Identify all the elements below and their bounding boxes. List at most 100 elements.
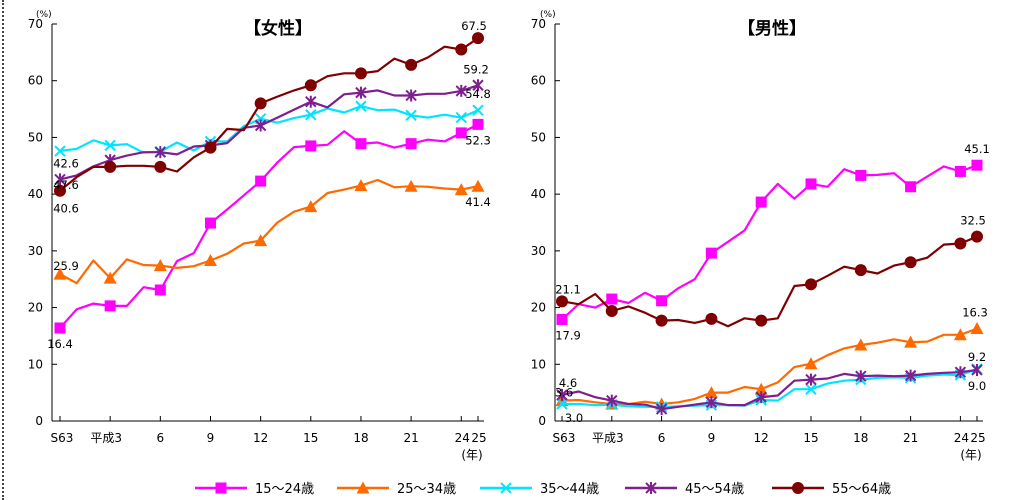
data-point xyxy=(54,173,66,186)
legend-item xyxy=(772,482,824,494)
x-tick-label: 21 xyxy=(403,431,418,445)
data-point xyxy=(755,196,767,208)
series-line xyxy=(59,123,479,329)
series-45～54歳 xyxy=(556,363,983,416)
data-point xyxy=(254,119,267,132)
data-point xyxy=(905,181,917,193)
legend-label: 15～24歳 xyxy=(255,482,314,497)
legend-marker xyxy=(215,482,227,494)
data-point xyxy=(355,138,367,150)
data-point xyxy=(203,253,217,266)
legend-label: 35～44歳 xyxy=(540,482,599,497)
female-chart xyxy=(51,23,485,422)
data-point xyxy=(454,183,468,196)
x-tick-label: 6 xyxy=(658,431,666,445)
left-dotted-border xyxy=(2,0,4,500)
data-point xyxy=(355,100,367,112)
data-point xyxy=(755,314,768,327)
x-tick-label: 18 xyxy=(853,431,868,445)
data-point xyxy=(805,383,817,395)
legend-label: 55～64歳 xyxy=(832,482,891,497)
data-point xyxy=(354,179,368,192)
data-point xyxy=(705,247,717,259)
legend-marker xyxy=(792,482,804,494)
x-tick-label: 6 xyxy=(156,431,164,445)
data-point xyxy=(54,184,66,197)
series-line xyxy=(561,235,978,328)
y-tick-label: 40 xyxy=(531,187,546,201)
data-point xyxy=(556,388,568,401)
x-tick-label: 15 xyxy=(803,431,818,445)
data-point xyxy=(405,58,418,71)
data-point xyxy=(154,284,166,296)
data-point xyxy=(805,373,817,386)
x-tick-label: 25 xyxy=(970,431,985,445)
series-35～44歳 xyxy=(54,100,484,158)
x-tick-label: 平成3 xyxy=(592,431,624,445)
data-label: 21.1 xyxy=(555,282,581,296)
data-point xyxy=(304,200,318,213)
data-label: 3.6 xyxy=(555,386,573,400)
data-point xyxy=(472,32,484,45)
y-tick-label: 50 xyxy=(28,130,43,144)
series-line xyxy=(561,368,978,411)
data-label: 3.0 xyxy=(565,411,583,425)
data-point xyxy=(103,271,117,284)
data-point xyxy=(904,369,917,382)
legend-label: 25～34歳 xyxy=(397,482,456,497)
data-point xyxy=(455,43,468,56)
data-point xyxy=(656,295,668,307)
data-label: 42.6 xyxy=(53,156,79,170)
y-tick-label: 70 xyxy=(28,17,43,31)
legend xyxy=(195,481,824,494)
data-point xyxy=(204,217,216,229)
y-tick-label: 0 xyxy=(35,414,43,428)
series-55～64歳 xyxy=(54,32,484,197)
x-tick-label: 25 xyxy=(471,431,486,445)
x-tick-label: S63 xyxy=(51,431,74,445)
data-point xyxy=(204,141,217,154)
x-tick-label: 9 xyxy=(207,431,215,445)
series-35～44歳 xyxy=(556,363,983,413)
data-label: 9.2 xyxy=(968,350,986,364)
legend-marker xyxy=(645,482,657,494)
data-point xyxy=(54,322,66,334)
y-tick-label: 60 xyxy=(531,74,546,88)
data-label: 17.9 xyxy=(555,328,581,342)
data-point xyxy=(556,295,568,308)
data-point xyxy=(154,146,167,159)
data-point xyxy=(305,95,317,108)
data-point xyxy=(855,370,867,383)
x-tick-label: 21 xyxy=(903,431,918,445)
data-point xyxy=(655,403,668,416)
data-point xyxy=(254,97,267,110)
x-tick-label: 9 xyxy=(708,431,716,445)
data-point xyxy=(954,237,967,250)
y-tick-label: 0 xyxy=(538,414,546,428)
series-55～64歳 xyxy=(556,230,983,328)
series-line xyxy=(561,327,978,406)
data-point xyxy=(104,139,116,152)
x-unit-label: (年) xyxy=(960,448,981,462)
data-point xyxy=(705,312,718,325)
y-tick-label: 20 xyxy=(531,301,546,315)
data-label: 67.5 xyxy=(461,19,487,33)
x-tick-label: 12 xyxy=(754,431,769,445)
x-tick-label: 平成3 xyxy=(90,431,122,445)
data-label: 32.5 xyxy=(960,214,986,228)
data-point xyxy=(705,396,718,409)
data-point xyxy=(854,338,868,351)
data-point xyxy=(854,264,867,277)
data-point xyxy=(255,175,267,187)
data-point xyxy=(54,145,66,157)
data-label: 9.0 xyxy=(968,379,986,393)
x-tick-label: 18 xyxy=(353,431,368,445)
data-point xyxy=(355,86,367,99)
data-point xyxy=(971,363,983,376)
data-label: 45.1 xyxy=(964,142,990,156)
data-point xyxy=(405,109,417,122)
data-label: 54.8 xyxy=(465,87,491,101)
data-point xyxy=(472,104,484,116)
legend-marker xyxy=(500,482,512,494)
data-point xyxy=(704,386,718,399)
